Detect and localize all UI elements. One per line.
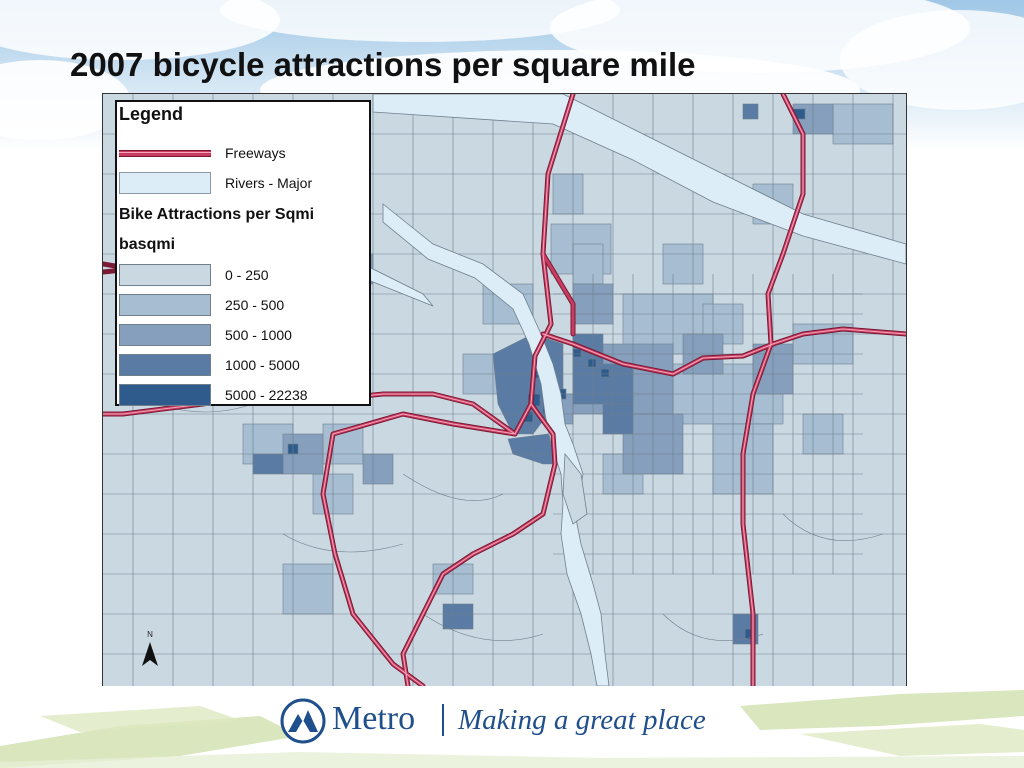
legend-item-label: Freeways xyxy=(225,145,286,161)
class-label: 0 - 250 xyxy=(225,267,269,283)
legend-title: Legend xyxy=(119,104,184,124)
class-swatch xyxy=(119,354,211,376)
footer-decoration xyxy=(0,686,1024,768)
slide-title: 2007 bicycle attractions per square mile xyxy=(70,46,696,83)
class-label: 250 - 500 xyxy=(225,297,285,313)
legend-class-row: 500 - 1000 xyxy=(117,324,371,346)
legend-item-freeways: Freeways xyxy=(117,142,371,164)
map-legend: Legend Freeways Rivers - Major Bike Attr… xyxy=(115,100,371,406)
river-swatch xyxy=(119,172,211,194)
legend-class-row: 1000 - 5000 xyxy=(117,354,371,376)
north-arrow-icon: N xyxy=(142,630,158,666)
legend-class-row: 5000 - 22238 xyxy=(117,384,371,406)
class-label: 1000 - 5000 xyxy=(225,357,300,373)
class-label: 500 - 1000 xyxy=(225,327,292,343)
metro-mountain-icon xyxy=(280,698,326,744)
metro-tagline: Making a great place xyxy=(458,704,706,736)
legend-class-row: 0 - 250 xyxy=(117,264,371,286)
metro-logo: Metro Making a great place xyxy=(280,698,750,744)
freeway-line-swatch xyxy=(119,142,211,164)
metro-brand: Metro xyxy=(332,700,416,737)
tract-boundaries xyxy=(103,94,906,686)
class-swatch xyxy=(119,294,211,316)
north-label: N xyxy=(147,630,153,639)
class-swatch xyxy=(119,264,211,286)
legend-item-rivers: Rivers - Major xyxy=(117,172,371,194)
metro-divider xyxy=(442,704,444,736)
class-swatch xyxy=(119,324,211,346)
legend-field-title: Bike Attractions per Sqmi xyxy=(119,206,315,223)
legend-class-row: 250 - 500 xyxy=(117,294,371,316)
class-label: 5000 - 22238 xyxy=(225,387,308,403)
class-swatch xyxy=(119,384,211,406)
legend-item-label: Rivers - Major xyxy=(225,175,313,191)
legend-field-name: basqmi xyxy=(119,236,176,253)
